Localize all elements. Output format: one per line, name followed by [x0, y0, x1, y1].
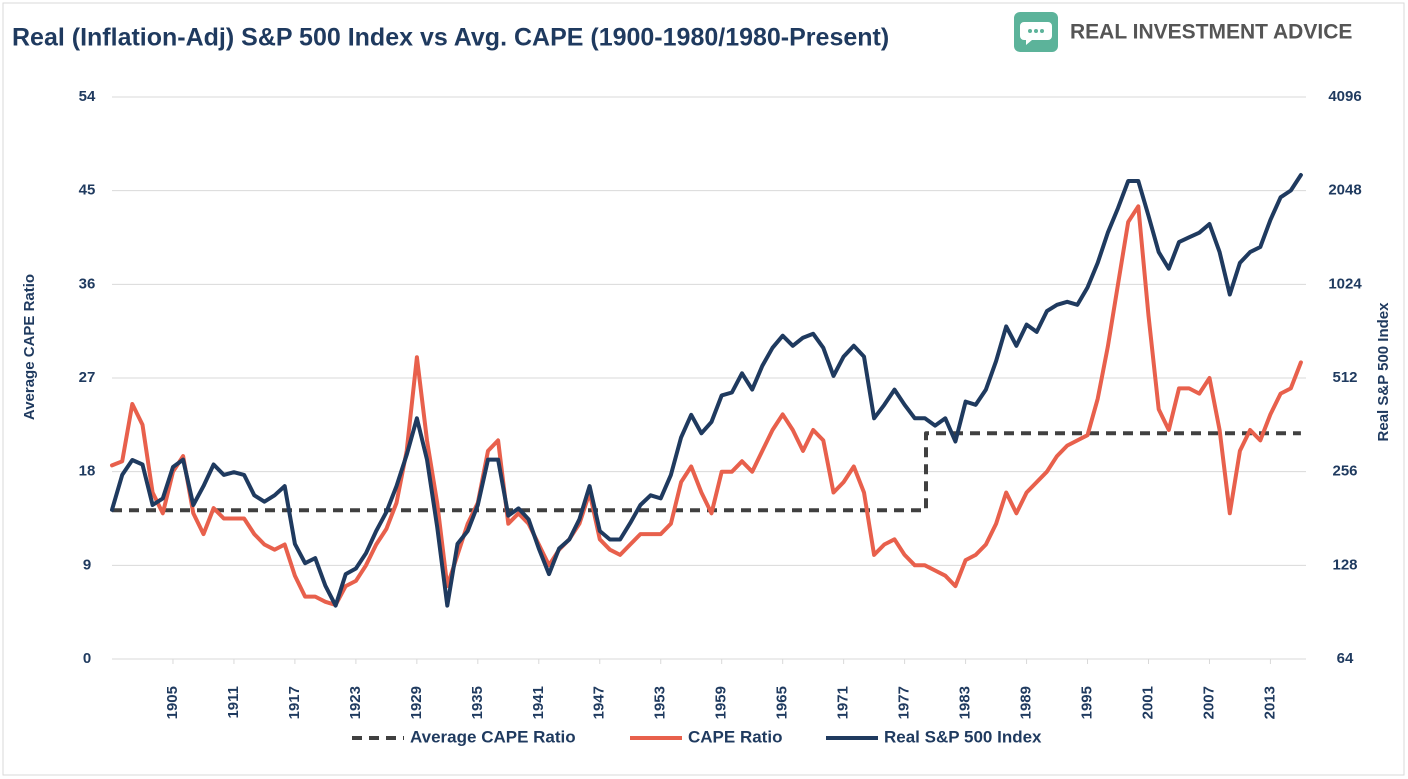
- logo-bubble: [1020, 22, 1052, 45]
- brand-name: REAL INVESTMENT ADVICE: [1070, 21, 1352, 44]
- x-tick-label: 1905: [164, 686, 181, 719]
- y-tick-label: 54: [79, 88, 96, 105]
- x-tick-label: 2013: [1261, 686, 1278, 719]
- x-tick-label: 1953: [652, 686, 669, 719]
- y2-tick-label: 4096: [1328, 88, 1361, 105]
- x-tick-label: 1911: [225, 686, 242, 719]
- y-axis-title: Average CAPE Ratio: [21, 274, 38, 420]
- y-tick-label: 45: [79, 182, 96, 199]
- x-tick-label: 1965: [774, 686, 791, 719]
- x-tick-label: 1923: [347, 686, 364, 719]
- x-tick-label: 1977: [896, 686, 913, 719]
- logo-dot: [1040, 29, 1044, 33]
- y2-tick-label: 1024: [1328, 275, 1362, 292]
- x-tick-label: 2001: [1139, 686, 1156, 719]
- y2-axis-title: Real S&P 500 Index: [1375, 302, 1392, 442]
- x-tick-label: 1941: [530, 686, 547, 719]
- y2-tick-label: 256: [1332, 463, 1357, 480]
- x-tick-label: 1983: [957, 686, 974, 719]
- series-line: [112, 431, 1301, 513]
- legend-label: CAPE Ratio: [688, 727, 782, 746]
- x-tick-label: 1929: [408, 686, 425, 719]
- y2-tick-label: 2048: [1328, 182, 1361, 199]
- x-tick-label: 1971: [835, 686, 852, 719]
- series-line: [110, 173, 1303, 608]
- logo-dot: [1034, 29, 1038, 33]
- y-tick-label: 27: [79, 369, 96, 386]
- y2-tick-label: 128: [1332, 556, 1357, 573]
- y-tick-label: 18: [79, 463, 96, 480]
- y2-tick-label: 512: [1332, 369, 1357, 386]
- x-tick-label: 1917: [286, 686, 303, 719]
- chart-title: Real (Inflation-Adj) S&P 500 Index vs Av…: [12, 24, 889, 52]
- y-tick-label: 0: [83, 650, 91, 667]
- x-tick-label: 1995: [1078, 686, 1095, 719]
- x-tick-label: 1935: [469, 686, 486, 719]
- x-tick-label: 1959: [713, 686, 730, 719]
- logo-dot: [1028, 29, 1032, 33]
- y-tick-label: 36: [79, 275, 96, 292]
- legend-label: Average CAPE Ratio: [410, 727, 576, 746]
- legend-label: Real S&P 500 Index: [884, 727, 1042, 746]
- brand-logo: [1014, 12, 1058, 52]
- y2-tick-label: 64: [1337, 650, 1354, 667]
- y-tick-label: 9: [83, 556, 91, 573]
- x-tick-label: 1947: [591, 686, 608, 719]
- x-tick-label: 1989: [1018, 686, 1035, 719]
- x-tick-label: 2007: [1200, 686, 1217, 719]
- series-line: [110, 204, 1303, 607]
